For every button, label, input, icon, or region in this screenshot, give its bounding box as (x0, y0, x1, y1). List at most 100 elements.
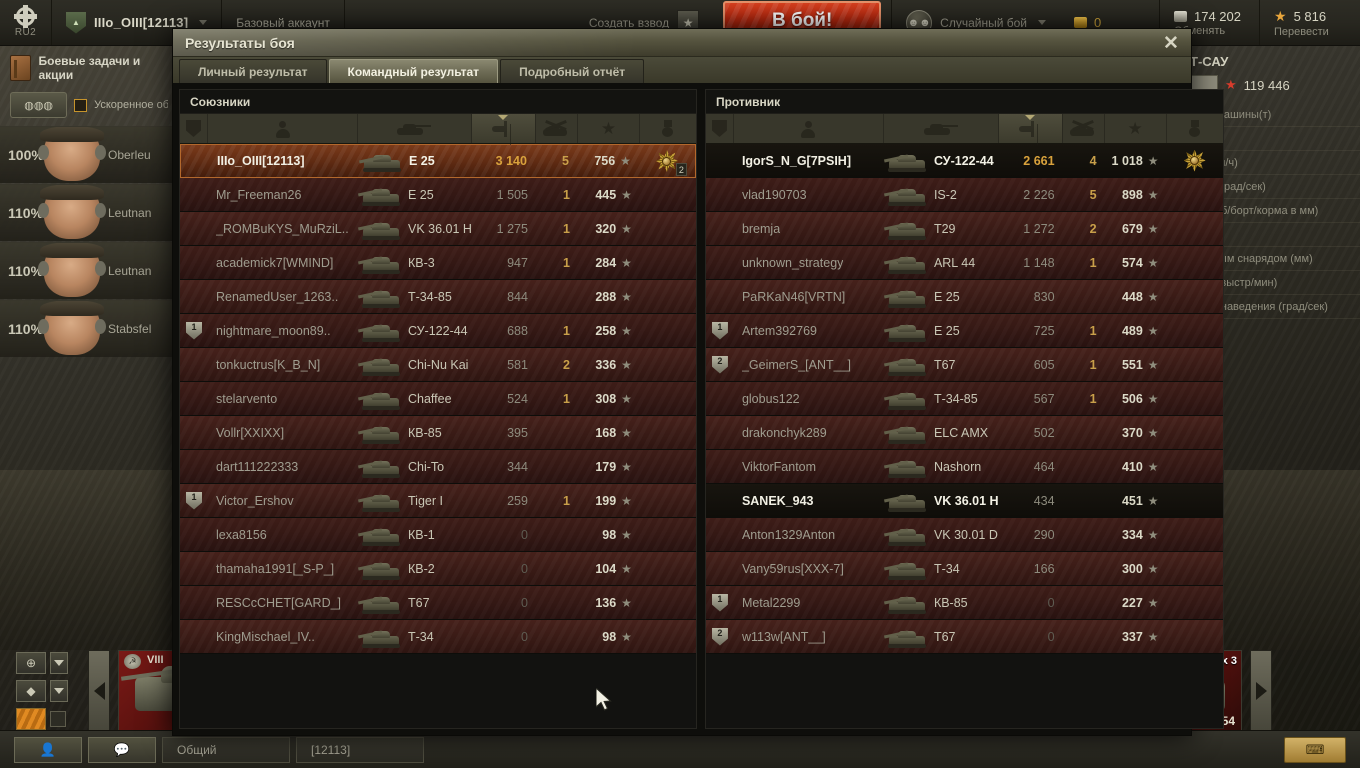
row-vehicle[interactable]: СУ-122-44 (883, 144, 999, 177)
table-row[interactable]: PaRKaN46[VRTN] E 25 830 448 ★ (705, 280, 1223, 314)
row-vehicle[interactable]: IS-2 (883, 178, 999, 211)
row-vehicle[interactable]: Т-34-85 (358, 280, 472, 313)
table-row[interactable]: _ROMBuKYS_MuRziL.. VK 36.01 H 1 275 1 320 ★ (180, 212, 696, 246)
empty-square-icon[interactable] (50, 711, 66, 727)
table-row[interactable]: SANEK_943 VK 36.01 H 434 451 ★ (705, 484, 1223, 518)
row-vehicle[interactable]: E 25 (359, 145, 471, 177)
settings-button[interactable]: RU2 (0, 0, 52, 45)
row-player-name[interactable]: _ROMBuKYS_MuRziL.. (216, 221, 349, 236)
table-row[interactable]: Vollr[XXIXX] КВ-85 395 168 ★ (180, 416, 696, 450)
row-player-name[interactable]: lexa8156 (216, 527, 267, 542)
col-achievements[interactable] (1167, 114, 1223, 143)
row-player-name[interactable]: Vollr[XXIXX] (216, 425, 285, 440)
tab-detailed-report[interactable]: Подробный отчёт (500, 59, 645, 83)
row-player-name[interactable]: SANEK_943 (741, 493, 814, 508)
row-player-name[interactable]: PaRKaN46[VRTN] (741, 289, 846, 304)
table-row[interactable]: drakonchyk289 ELC AMX 502 370 ★ (705, 416, 1223, 450)
row-vehicle[interactable]: ARL 44 (883, 246, 999, 279)
table-row[interactable]: 1 Victor_Ershov Tiger I 259 1 199 ★ (180, 484, 696, 518)
free-xp-convert-link[interactable]: Перевести (1274, 25, 1329, 38)
row-vehicle[interactable]: Nashorn (883, 450, 999, 483)
crew-card[interactable]: 110% Leutnan (0, 184, 176, 241)
row-player-name[interactable]: Metal2299 (741, 595, 801, 610)
crew-card[interactable]: 100% Oberleu (0, 126, 176, 183)
crew-card[interactable]: 110% Stabsfel (0, 300, 176, 357)
col-damage[interactable] (471, 114, 536, 143)
chevron-down-icon[interactable] (50, 680, 68, 702)
checkbox-icon[interactable] (74, 98, 88, 112)
row-vehicle[interactable]: E 25 (883, 280, 999, 313)
row-vehicle[interactable]: T67 (883, 348, 999, 381)
row-player-name[interactable]: _GeimerS_[ANT__] (741, 357, 852, 372)
table-row[interactable]: KingMischael_IV.. Т-34 0 98 ★ (180, 620, 696, 654)
row-vehicle[interactable]: СУ-122-44 (358, 314, 472, 347)
carousel-next-button[interactable] (1250, 650, 1272, 732)
table-row[interactable]: IIIo_OIII[12113] E 25 3 140 5 756 ★ 2 (180, 144, 696, 178)
premium-stripe-icon[interactable] (16, 708, 46, 730)
vehicle-type-icon[interactable]: ◆ (16, 680, 46, 702)
col-damage[interactable] (998, 114, 1063, 143)
row-player-name[interactable]: academick7[WMIND] (216, 255, 334, 270)
table-row[interactable]: dart111222333 Chi-To 344 179 ★ (180, 450, 696, 484)
row-player-name[interactable]: vlad190703 (741, 187, 807, 202)
carousel-prev-button[interactable] (88, 650, 110, 732)
col-player[interactable] (208, 114, 358, 143)
row-player-name[interactable]: stelarvento (216, 391, 278, 406)
col-rank-badge[interactable] (706, 114, 734, 143)
row-player-name[interactable]: thamaha1991[_S-P_] (216, 561, 335, 576)
table-row[interactable]: stelarvento Chaffee 524 1 308 ★ (180, 382, 696, 416)
gold-cell[interactable]: 0 (1060, 0, 1160, 45)
table-row[interactable]: tonkuctrus[K_B_N] Chi-Nu Kai 581 2 336 ★ (180, 348, 696, 382)
row-vehicle[interactable]: T29 (883, 212, 999, 245)
chevron-down-icon[interactable] (50, 652, 68, 674)
row-vehicle[interactable]: КВ-85 (883, 586, 999, 619)
row-player-name[interactable]: RenamedUser_1263.. (216, 289, 339, 304)
achievement-medal-icon[interactable] (1183, 149, 1206, 172)
col-kills[interactable] (1063, 114, 1105, 143)
row-vehicle[interactable]: T67 (358, 586, 472, 619)
row-player-name[interactable]: Artem392769 (741, 323, 817, 338)
crew-booster-row[interactable]: ◍◍◍ Ускоренное об (0, 88, 176, 126)
row-player-name[interactable]: IgorS_N_G[7PSIH] (741, 153, 851, 168)
row-vehicle[interactable]: T67 (883, 620, 999, 653)
row-player-name[interactable]: globus122 (741, 391, 800, 406)
table-row[interactable]: thamaha1991[_S-P_] КВ-2 0 104 ★ (180, 552, 696, 586)
missions-button[interactable]: Боевые задачи и акции (0, 46, 176, 88)
row-vehicle[interactable]: E 25 (883, 314, 999, 347)
tab-personal-result[interactable]: Личный результат (179, 59, 327, 83)
table-row[interactable]: 1 Artem392769 E 25 725 1 489 ★ (705, 314, 1223, 348)
table-row[interactable]: RenamedUser_1263.. Т-34-85 844 288 ★ (180, 280, 696, 314)
account-type-cell[interactable]: Базовый аккаунт (222, 0, 345, 45)
col-experience[interactable]: ★ (578, 114, 640, 143)
close-icon[interactable]: ✕ (1163, 32, 1179, 54)
table-row[interactable]: 2 w113w[ANT__] T67 0 337 ★ (705, 620, 1223, 654)
crew-boost-icon[interactable]: ◍◍◍ (10, 92, 68, 118)
row-player-name[interactable]: w113w[ANT__] (741, 629, 826, 644)
table-row[interactable]: Vany59rus[XXX-7] Т-34 166 300 ★ (705, 552, 1223, 586)
row-player-name[interactable]: Vany59rus[XXX-7] (741, 561, 844, 576)
col-kills[interactable] (536, 114, 578, 143)
table-row[interactable]: RESCcCHET[GARD_] T67 0 136 ★ (180, 586, 696, 620)
row-vehicle[interactable]: E 25 (358, 178, 472, 211)
globe-icon[interactable]: ⊕ (16, 652, 46, 674)
col-rank-badge[interactable] (180, 114, 208, 143)
row-vehicle[interactable]: Tiger I (358, 484, 472, 517)
row-vehicle[interactable]: ELC AMX (883, 416, 999, 449)
row-player-name[interactable]: IIIo_OIII[12113] (217, 154, 305, 168)
table-row[interactable]: Mr_Freeman26 E 25 1 505 1 445 ★ (180, 178, 696, 212)
row-vehicle[interactable]: Т-34-85 (883, 382, 999, 415)
table-row[interactable]: 1 Metal2299 КВ-85 0 227 ★ (705, 586, 1223, 620)
row-vehicle[interactable]: Т-34 (358, 620, 472, 653)
row-vehicle[interactable]: КВ-3 (358, 246, 472, 279)
table-row[interactable]: vlad190703 IS-2 2 226 5 898 ★ (705, 178, 1223, 212)
row-player-name[interactable]: dart111222333 (216, 459, 299, 474)
table-row[interactable]: unknown_strategy ARL 44 1 148 1 574 ★ (705, 246, 1223, 280)
crew-card[interactable]: 110% Leutnan (0, 242, 176, 299)
table-row[interactable]: 1 nightmare_moon89.. СУ-122-44 688 1 258 ★ (180, 314, 696, 348)
row-player-name[interactable]: Mr_Freeman26 (216, 187, 302, 202)
keyboard-icon[interactable]: ⌨ (1284, 736, 1346, 763)
row-player-name[interactable]: KingMischael_IV.. (216, 629, 315, 644)
tab-team-result[interactable]: Командный результат (328, 59, 499, 83)
row-player-name[interactable]: Victor_Ershov (216, 493, 294, 508)
chat-icon[interactable]: 💬 (88, 736, 156, 763)
